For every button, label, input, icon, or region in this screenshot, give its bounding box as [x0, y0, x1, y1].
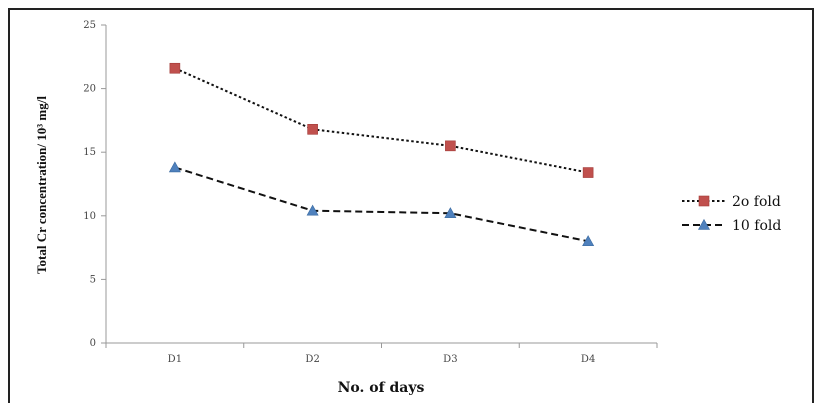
- series-line: [174, 67, 589, 174]
- data-point: [444, 207, 457, 219]
- series-line: [174, 166, 589, 243]
- series-layer: [168, 62, 595, 247]
- series-1: [169, 62, 594, 178]
- y-tick-label: 10: [83, 211, 96, 222]
- y-axis-label: Total Cr concentration/ 10³ mg/l: [34, 96, 49, 274]
- legend-item: 2o fold: [682, 194, 781, 210]
- x-tick-label: D3: [443, 354, 457, 365]
- legend-marker: [697, 218, 711, 230]
- data-point: [307, 124, 318, 135]
- data-point: [306, 204, 319, 216]
- x-tick-label: D1: [168, 354, 182, 365]
- legend-label: 10 fold: [732, 218, 781, 234]
- y-tick-label: 5: [90, 274, 96, 285]
- data-point: [582, 235, 595, 247]
- legend-label: 2o fold: [732, 194, 781, 210]
- data-point: [169, 62, 181, 74]
- y-axis: 0 5 10 15 20 25: [83, 20, 107, 349]
- chart-frame: [8, 8, 814, 403]
- y-tick-label: 25: [83, 20, 96, 31]
- y-tick-label: 20: [83, 84, 96, 95]
- legend: 2o fold 10 fold: [682, 194, 781, 234]
- x-tick-label: D4: [581, 354, 595, 365]
- x-tick-label: D2: [305, 354, 319, 365]
- data-point: [582, 167, 594, 178]
- y-tick-label: 15: [83, 147, 96, 158]
- x-axis: D1 D2 D3 D4: [105, 342, 658, 365]
- legend-marker: [698, 195, 710, 207]
- data-point: [445, 140, 456, 152]
- legend-item: 10 fold: [682, 218, 781, 234]
- x-axis-label: No. of days: [338, 380, 425, 396]
- y-tick-label: 0: [90, 338, 96, 349]
- data-point: [168, 161, 181, 173]
- series-2: [168, 161, 595, 247]
